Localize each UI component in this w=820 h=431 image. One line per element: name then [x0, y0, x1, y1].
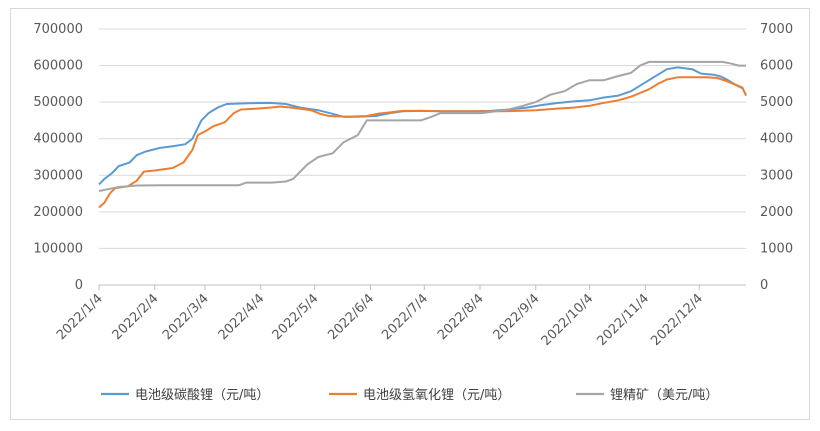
x-tick-label: 2022/11/4	[594, 291, 652, 349]
y-right-tick-label: 0	[760, 278, 768, 293]
y-left-tick-label: 500000	[33, 95, 83, 110]
y-right-tick-label: 6000	[760, 59, 793, 74]
x-tick-label: 2022/8/4	[435, 291, 487, 343]
y-left-tick-label: 100000	[33, 241, 83, 256]
x-tick-label: 2022/10/4	[539, 291, 597, 349]
y-left-tick-label: 400000	[33, 132, 83, 147]
y-right-tick-label: 7000	[760, 22, 793, 37]
x-tick-label: 2022/6/4	[325, 291, 377, 343]
x-tick-label: 2022/7/4	[379, 291, 431, 343]
series-line-3	[98, 60, 746, 192]
x-tick-label: 2022/2/4	[110, 291, 162, 343]
legend-label-3: 锂精矿（美元/吨）	[610, 388, 718, 403]
x-tick-label: 2022/4/4	[216, 291, 268, 343]
x-tick-label: 2022/5/4	[270, 291, 322, 343]
y-left-tick-label: 0	[75, 278, 83, 293]
y-right-tick-label: 2000	[760, 205, 793, 220]
legend-label-1: 电池级碳酸锂（元/吨）	[135, 388, 269, 403]
chart-frame: 0 100000 200000 300000 400000 500000 600000 700…	[10, 8, 810, 420]
legend-label-2: 电池级氢氧化锂（元/吨）	[363, 388, 510, 403]
series-line-2	[98, 76, 747, 209]
y-left-tick-label: 300000	[33, 168, 83, 183]
y-right-tick-label: 3000	[760, 168, 793, 183]
y-left-tick-label: 700000	[33, 22, 83, 37]
y-right-tick-label: 1000	[760, 241, 793, 256]
x-tick-label: 2022/9/4	[491, 291, 543, 343]
left-axis-ticks: 0 100000 200000 300000 400000 500000 600000 700…	[33, 22, 83, 293]
line-chart: 0 100000 200000 300000 400000 500000 600000 700…	[33, 22, 793, 403]
legend: 电池级碳酸锂（元/吨） 电池级氢氧化锂（元/吨） 锂精矿（美元/吨）	[101, 388, 718, 403]
y-right-tick-label: 5000	[760, 95, 793, 110]
right-axis-ticks: 0 1000 2000 3000 4000 5000 6000 7000	[760, 22, 793, 293]
y-left-tick-label: 200000	[33, 205, 83, 220]
series-line-1	[98, 66, 747, 186]
x-tick-label: 2022/3/4	[160, 291, 212, 343]
x-tick-label: 2022/1/4	[54, 291, 106, 343]
y-right-tick-label: 4000	[760, 132, 793, 147]
series-lines	[98, 60, 747, 209]
y-left-tick-label: 600000	[33, 59, 83, 74]
x-tick-label: 2022/12/4	[648, 291, 706, 349]
gridlines	[99, 28, 746, 286]
